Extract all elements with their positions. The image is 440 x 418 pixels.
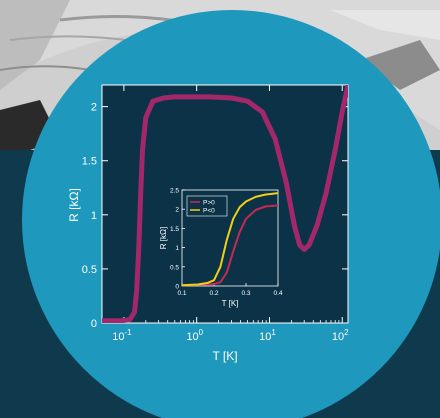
inset-legend-label-2: P<0 bbox=[203, 208, 215, 215]
inset-y-tick-label: 2.5 bbox=[170, 188, 179, 195]
main-x-tick-label: 10-1 bbox=[112, 328, 132, 343]
inset-x-tick-label: 0.1 bbox=[177, 290, 186, 297]
inset-legend-box bbox=[186, 195, 228, 217]
main-x-tick-label: 101 bbox=[259, 328, 276, 343]
main-y-axis-label: R [kΩ] bbox=[67, 188, 81, 222]
inset-series bbox=[181, 192, 279, 287]
inset-x-tick-label: 0.2 bbox=[209, 290, 218, 297]
inset-y-tick-label: 1.5 bbox=[170, 226, 179, 233]
inset-chart: 0.1 0.2 0.3 0.4 0 0.5 1 1.5 2 2.5 P>0P<0 T [K] R… bbox=[159, 188, 283, 309]
main-y-tick-label: 2 bbox=[91, 102, 97, 114]
inset-y-axis-label: R [kΩ] bbox=[159, 227, 168, 249]
main-series-line bbox=[102, 85, 348, 323]
main-x-axis-label: T [K] bbox=[212, 349, 237, 363]
inset-x-tick-label: 0.4 bbox=[273, 290, 282, 297]
main-y-tick-label: 1.5 bbox=[82, 156, 97, 168]
main-y-tick-label: 1 bbox=[91, 210, 97, 222]
main-x-ticks: 10-1 100 101 102 bbox=[112, 85, 349, 343]
inset-series-line-2 bbox=[181, 192, 279, 287]
inset-y-tick-label: 0.5 bbox=[170, 264, 179, 271]
inset-series-line-1 bbox=[181, 204, 279, 287]
main-plot-frame bbox=[101, 84, 349, 324]
main-y-tick-label: 0.5 bbox=[82, 264, 97, 276]
inset-x-tick-label: 0.3 bbox=[241, 290, 250, 297]
inset-y-tick-label: 1 bbox=[175, 245, 179, 252]
main-y-tick-label: 0 bbox=[91, 318, 97, 330]
main-x-tick-label: 102 bbox=[332, 328, 349, 343]
main-x-tick-label: 100 bbox=[186, 328, 203, 343]
inset-legend-label-1: P>0 bbox=[203, 200, 215, 207]
inset-y-tick-label: 0 bbox=[175, 284, 179, 291]
inset-legend: P>0P<0 bbox=[186, 195, 228, 217]
inset-x-axis-label: T [K] bbox=[222, 299, 239, 308]
inset-y-tick-label: 2 bbox=[175, 207, 179, 214]
